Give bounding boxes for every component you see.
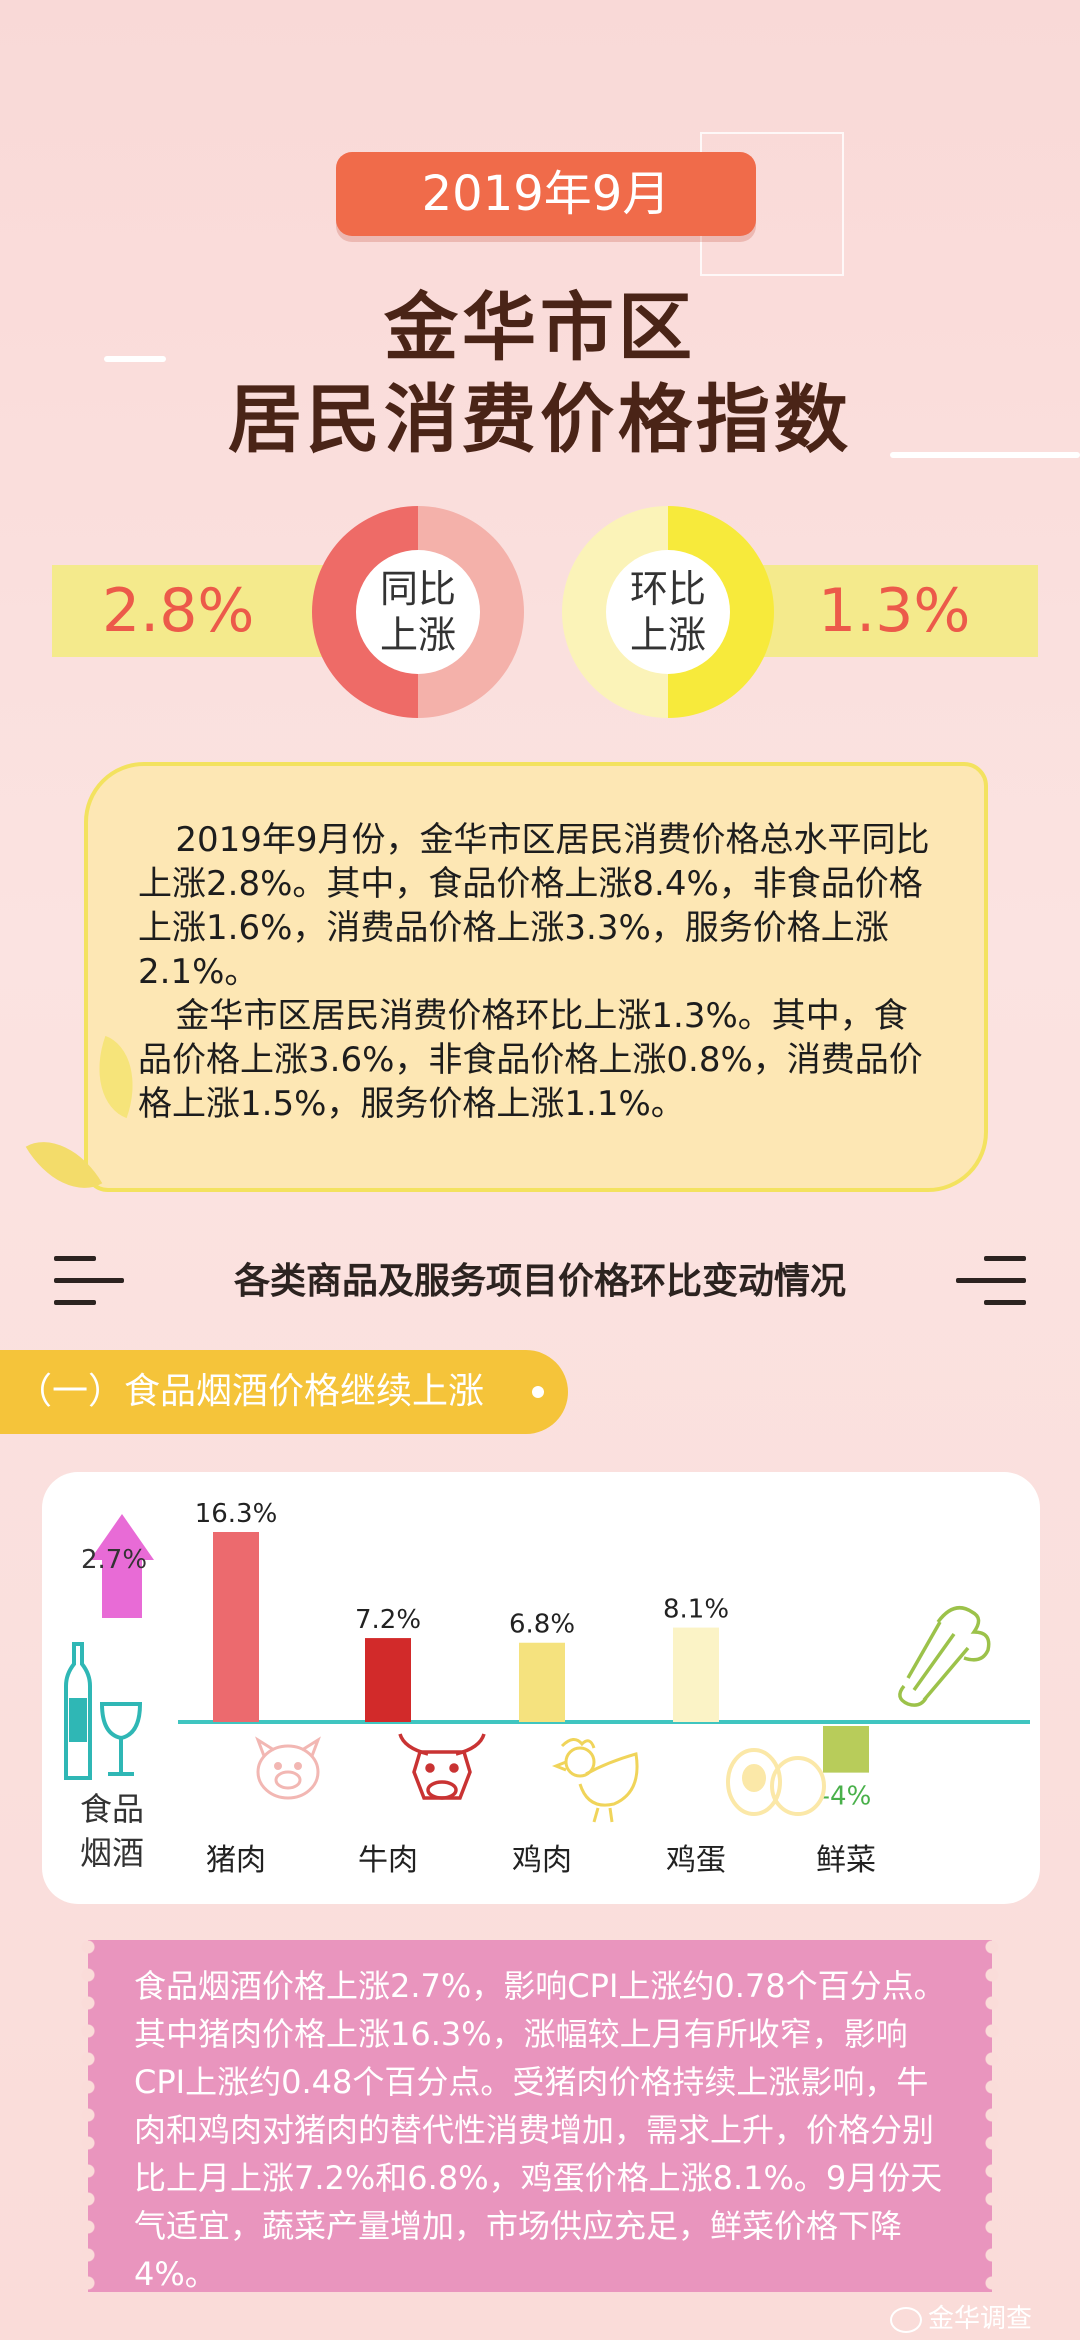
celery-icon: [898, 1606, 991, 1707]
mom-label-line1: 环比: [629, 567, 706, 611]
heading-lines-icon: [984, 1256, 1026, 1261]
watermark-text: 金华调查: [928, 2304, 1033, 2334]
category-label-5: 鲜菜: [816, 1843, 876, 1878]
data-label-1: 16.3%: [195, 1499, 278, 1529]
yoy-label-line1: 同比: [379, 567, 456, 611]
wine-bottle-glass-icon: [64, 1642, 143, 1780]
heading-lines-icon: [54, 1300, 96, 1305]
category-name-line2: 烟酒: [80, 1834, 144, 1872]
category-label-1: 猪肉: [206, 1843, 266, 1878]
chart-card: 2.7% 食品 烟酒 16.3% 猪肉 7.2% 牛肉 6.8% 鸡肉 8.1% 鸡蛋 -4% 鲜…: [42, 1472, 1040, 1904]
category-label-3: 鸡肉: [512, 1843, 572, 1878]
category-value: 2.7%: [81, 1545, 147, 1575]
bar-2: [365, 1638, 411, 1722]
watermark: 金华调查: [890, 2298, 1032, 2335]
heading-lines-icon: [956, 1278, 1026, 1283]
note-edge-right: [985, 1940, 999, 2292]
heading-lines-icon: [54, 1256, 96, 1261]
page-title-line2: 居民消费价格指数: [228, 377, 852, 463]
heading-lines-icon: [984, 1300, 1026, 1305]
category-label-2: 牛肉: [358, 1843, 418, 1878]
date-badge: 2019年9月: [336, 152, 756, 236]
mom-label-line2: 上涨: [629, 613, 706, 657]
pill-dot: [532, 1386, 544, 1398]
data-label-4: 8.1%: [663, 1595, 729, 1625]
data-label-5: -4%: [821, 1782, 872, 1812]
up-arrow-icon: [90, 1514, 154, 1618]
summary-paragraph-2: 金华市区居民消费价格环比上涨1.3%。其中，食品价格上涨3.6%，非食品价格上涨…: [138, 996, 923, 1124]
wechat-icon: [890, 2306, 922, 2333]
yoy-ring-center: 同比 上涨: [356, 550, 480, 674]
heading-lines-icon: [54, 1278, 124, 1283]
data-label-3: 6.8%: [509, 1610, 575, 1640]
summary-box: 2019年9月份，金华市区居民消费价格总水平同比上涨2.8%。其中，食品价格上涨…: [84, 762, 988, 1192]
data-label-2: 7.2%: [355, 1605, 421, 1635]
subsection-title: （一）食品烟酒价格继续上涨: [0, 1350, 568, 1434]
page-title-line1: 金华市区: [384, 285, 696, 371]
category-name-line1: 食品: [80, 1790, 144, 1828]
pig-icon: [255, 1736, 321, 1800]
mom-ring: 环比 上涨: [562, 506, 774, 718]
mom-ring-center: 环比 上涨: [606, 550, 730, 674]
mom-value: 1.3%: [818, 576, 971, 646]
note-edge-left: [81, 1940, 95, 2292]
bar-4: [673, 1627, 719, 1722]
eggs-icon: [726, 1748, 826, 1816]
title-deco-line-right: [890, 452, 1080, 458]
bar-3: [519, 1642, 565, 1722]
category-label-4: 鸡蛋: [666, 1843, 726, 1878]
price-change-chart: 2.7% 食品 烟酒 16.3% 猪肉 7.2% 牛肉 6.8% 鸡肉 8.1% 鸡蛋 -4% 鲜…: [64, 1499, 1030, 1878]
yoy-band: [52, 565, 326, 657]
title-deco-line-left: [104, 356, 166, 362]
chicken-icon: [551, 1738, 639, 1823]
summary-paragraph-1: 2019年9月份，金华市区居民消费价格总水平同比上涨2.8%。其中，食品价格上涨…: [138, 820, 930, 992]
mom-band: [752, 565, 1038, 657]
bar-1: [213, 1532, 259, 1722]
analysis-note: 食品烟酒价格上涨2.7%，影响CPI上涨约0.78个百分点。其中猪肉价格上涨16…: [88, 1940, 992, 2293]
yoy-value: 2.8%: [102, 576, 255, 646]
bar-5: [823, 1726, 869, 1773]
yoy-label-line2: 上涨: [379, 613, 456, 657]
section-title: 各类商品及服务项目价格环比变动情况: [233, 1261, 846, 1302]
yoy-ring: 同比 上涨: [312, 506, 524, 718]
cow-icon: [398, 1733, 486, 1800]
